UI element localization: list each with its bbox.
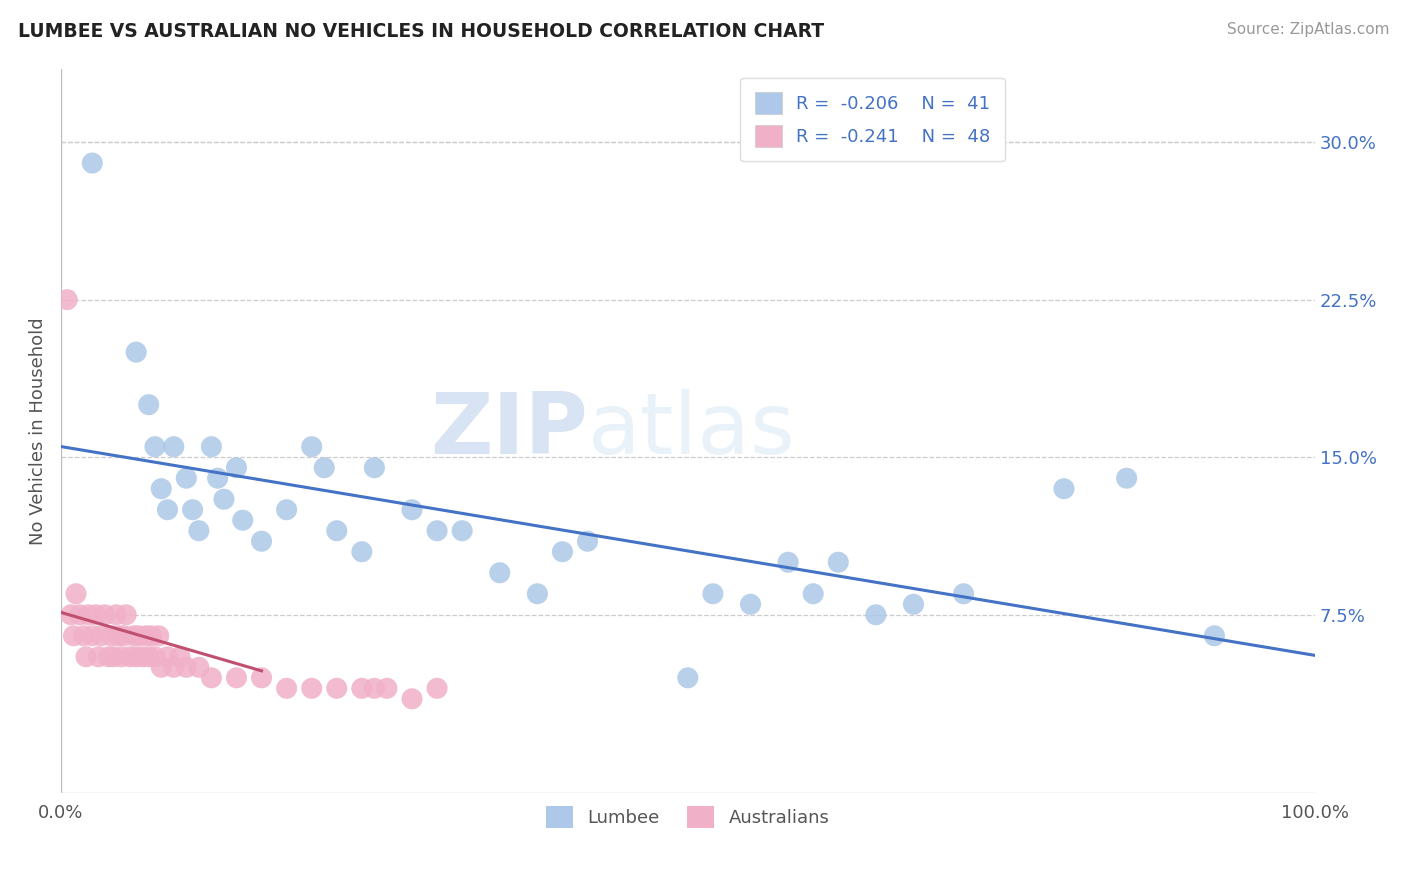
Point (90, 629, 112, 643)
Point (110, 649, 132, 664)
Point (100, 629, 122, 643)
Point (232, 513, 254, 527)
Point (138, 649, 160, 664)
Point (141, 629, 163, 643)
Point (740, 597, 762, 611)
Point (350, 681, 373, 696)
Point (426, 681, 449, 696)
Point (801, 587, 824, 601)
Point (150, 482, 173, 496)
Point (122, 629, 145, 643)
Point (212, 492, 235, 507)
Point (401, 502, 423, 516)
Point (77, 607, 100, 622)
Point (138, 398, 160, 412)
Point (87, 649, 110, 664)
Point (375, 681, 398, 696)
Text: atlas: atlas (588, 390, 796, 473)
Legend: Lumbee, Australians: Lumbee, Australians (538, 798, 837, 835)
Point (1204, 629, 1226, 643)
Point (326, 524, 349, 538)
Point (163, 440, 186, 454)
Point (551, 545, 574, 559)
Point (778, 555, 800, 569)
Text: LUMBEE VS AUSTRALIAN NO VEHICLES IN HOUSEHOLD CORRELATION CHART: LUMBEE VS AUSTRALIAN NO VEHICLES IN HOUS… (18, 22, 824, 41)
Point (82, 629, 104, 643)
Point (250, 534, 273, 549)
Point (125, 649, 148, 664)
Point (827, 555, 849, 569)
Point (135, 629, 157, 643)
Point (150, 660, 173, 674)
Point (276, 502, 298, 516)
Point (125, 345, 148, 359)
Point (128, 629, 150, 643)
Point (72, 629, 94, 643)
Point (115, 607, 138, 622)
Point (488, 566, 510, 580)
Point (526, 587, 548, 601)
Point (865, 607, 887, 622)
Point (350, 545, 373, 559)
Point (1053, 482, 1076, 496)
Point (65, 587, 87, 601)
Point (301, 681, 323, 696)
Point (181, 502, 204, 516)
Point (314, 460, 336, 475)
Point (187, 660, 209, 674)
Point (426, 524, 449, 538)
Point (225, 460, 247, 475)
Text: Source: ZipAtlas.com: Source: ZipAtlas.com (1226, 22, 1389, 37)
Point (676, 671, 699, 685)
Point (163, 660, 186, 674)
Point (105, 607, 128, 622)
Point (576, 534, 599, 549)
Point (75, 649, 97, 664)
Text: ZIP: ZIP (430, 390, 588, 473)
Point (69, 607, 91, 622)
Point (112, 629, 135, 643)
Point (176, 660, 198, 674)
Point (451, 524, 474, 538)
Point (56, 293, 79, 307)
Point (143, 440, 166, 454)
Point (225, 671, 247, 685)
Point (84, 607, 107, 622)
Point (143, 649, 166, 664)
Point (363, 681, 385, 696)
Point (148, 629, 170, 643)
Point (97, 649, 120, 664)
Point (169, 649, 191, 664)
Point (326, 681, 349, 696)
Point (301, 440, 323, 454)
Point (62, 629, 84, 643)
Point (702, 587, 724, 601)
Point (187, 524, 209, 538)
Point (401, 691, 423, 706)
Point (82, 156, 104, 170)
Point (903, 597, 925, 611)
Point (200, 671, 222, 685)
Point (200, 440, 222, 454)
Point (118, 649, 141, 664)
Point (107, 629, 129, 643)
Point (176, 471, 198, 485)
Point (156, 502, 179, 516)
Point (94, 607, 117, 622)
Point (156, 649, 179, 664)
Point (59, 607, 82, 622)
Point (207, 471, 229, 485)
Point (103, 649, 125, 664)
Point (250, 671, 273, 685)
Y-axis label: No Vehicles in Household: No Vehicles in Household (30, 318, 46, 545)
Point (952, 587, 974, 601)
Point (131, 649, 153, 664)
Point (1115, 471, 1137, 485)
Point (276, 681, 298, 696)
Point (363, 460, 385, 475)
